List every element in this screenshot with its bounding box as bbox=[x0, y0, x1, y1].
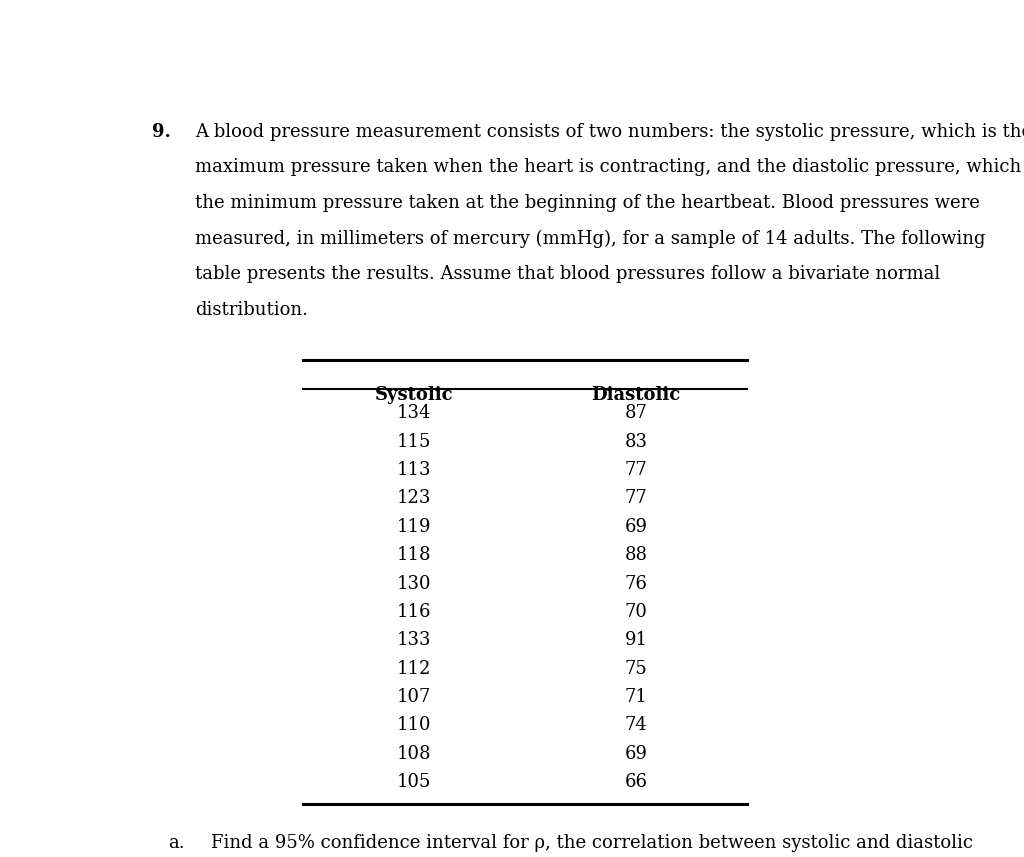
Text: 76: 76 bbox=[625, 574, 647, 592]
Text: 119: 119 bbox=[396, 518, 431, 536]
Text: 74: 74 bbox=[625, 716, 647, 734]
Text: a.: a. bbox=[168, 834, 184, 852]
Text: Systolic: Systolic bbox=[375, 386, 453, 404]
Text: 105: 105 bbox=[396, 773, 431, 791]
Text: 118: 118 bbox=[396, 546, 431, 564]
Text: 116: 116 bbox=[396, 603, 431, 621]
Text: 75: 75 bbox=[625, 660, 647, 678]
Text: 70: 70 bbox=[625, 603, 647, 621]
Text: distribution.: distribution. bbox=[196, 301, 308, 319]
Text: 112: 112 bbox=[396, 660, 431, 678]
Text: 123: 123 bbox=[396, 489, 431, 507]
Text: 107: 107 bbox=[396, 688, 431, 706]
Text: 115: 115 bbox=[396, 433, 431, 451]
Text: 134: 134 bbox=[396, 405, 431, 423]
Text: 110: 110 bbox=[396, 716, 431, 734]
Text: A blood pressure measurement consists of two numbers: the systolic pressure, whi: A blood pressure measurement consists of… bbox=[196, 123, 1024, 141]
Text: 69: 69 bbox=[625, 518, 647, 536]
Text: the minimum pressure taken at the beginning of the heartbeat. Blood pressures we: the minimum pressure taken at the beginn… bbox=[196, 194, 980, 212]
Text: 87: 87 bbox=[625, 405, 647, 423]
Text: 9.: 9. bbox=[152, 123, 171, 141]
Text: 133: 133 bbox=[396, 632, 431, 650]
Text: 108: 108 bbox=[396, 745, 431, 763]
Text: Find a 95% confidence interval for ρ, the correlation between systolic and diast: Find a 95% confidence interval for ρ, th… bbox=[211, 834, 974, 852]
Text: maximum pressure taken when the heart is contracting, and the diastolic pressure: maximum pressure taken when the heart is… bbox=[196, 159, 1024, 177]
Text: 69: 69 bbox=[625, 745, 647, 763]
Text: 130: 130 bbox=[396, 574, 431, 592]
Text: 66: 66 bbox=[625, 773, 647, 791]
Text: 113: 113 bbox=[396, 461, 431, 479]
Text: table presents the results. Assume that blood pressures follow a bivariate norma: table presents the results. Assume that … bbox=[196, 265, 941, 283]
Text: 71: 71 bbox=[625, 688, 647, 706]
Text: 77: 77 bbox=[625, 489, 647, 507]
Text: 88: 88 bbox=[625, 546, 647, 564]
Text: 91: 91 bbox=[625, 632, 647, 650]
Text: 83: 83 bbox=[625, 433, 647, 451]
Text: measured, in millimeters of mercury (mmHg), for a sample of 14 adults. The follo: measured, in millimeters of mercury (mmH… bbox=[196, 230, 986, 248]
Text: Diastolic: Diastolic bbox=[591, 386, 681, 404]
Text: 77: 77 bbox=[625, 461, 647, 479]
